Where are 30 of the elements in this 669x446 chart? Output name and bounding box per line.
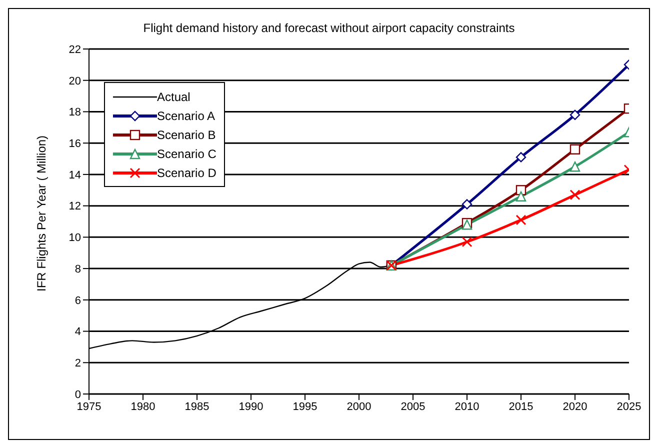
y-tick-label: 6 [74,294,81,307]
chart-title: Flight demand history and forecast without airport capacity constraints [142,21,516,35]
x-tick-label: 2005 [400,400,426,413]
legend-label: Scenario D [157,166,216,180]
x-tick-label: 2020 [562,400,588,413]
y-tick-label: 18 [68,106,81,119]
y-tick-label: 2 [74,358,81,370]
legend-label: Scenario B [157,128,216,142]
x-tick-label: 2025 [616,400,642,413]
y-tick-label: 4 [74,326,81,338]
x-tick-label: 1995 [292,400,318,413]
legend-label: Scenario A [157,108,216,122]
y-tick-label: 16 [68,138,81,150]
x-tick-label: 1975 [76,400,102,413]
x-tick-label: 1985 [184,400,210,413]
legend-label: Actual [157,90,190,104]
x-tick-label: 2010 [454,400,480,413]
x-tick-label: 1980 [130,400,156,413]
legend-label: Scenario C [157,146,216,160]
y-tick-label: 20 [68,75,81,88]
y-tick-label: 0 [74,388,81,401]
y-axis-title: IFR Flights Per Year ( Million) [34,135,48,292]
x-tick-label: 1990 [238,400,264,413]
x-tick-label: 2015 [508,400,534,413]
y-tick-label: 14 [68,169,81,182]
y-tick-label: 22 [68,44,81,56]
y-tick-label: 12 [68,200,81,213]
y-tick-label: 8 [74,263,81,276]
x-tick-label: 2000 [346,400,372,413]
y-tick-label: 10 [68,232,81,244]
